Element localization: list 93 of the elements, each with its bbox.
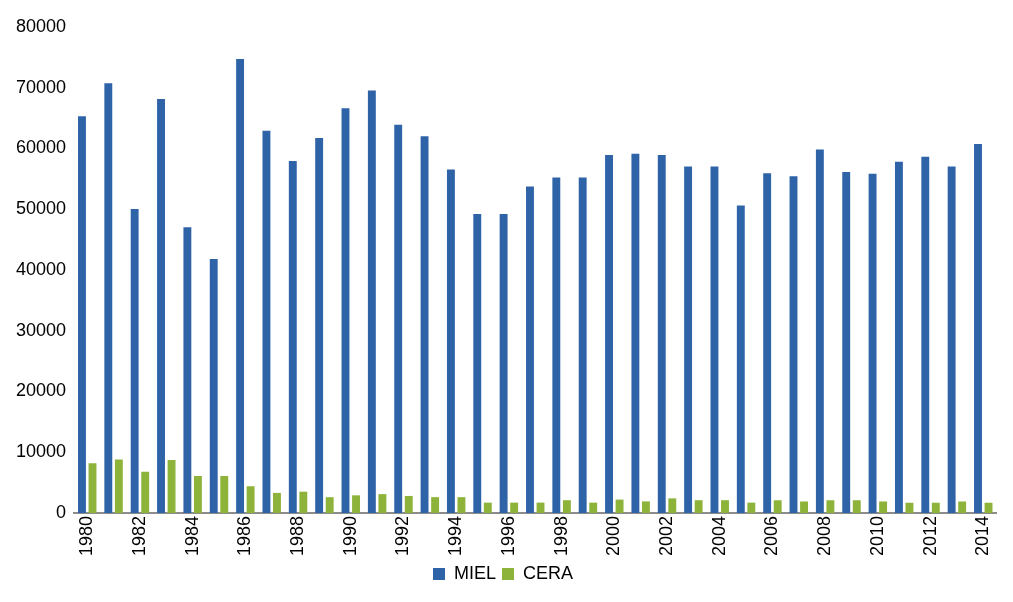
bar <box>562 500 571 513</box>
bar <box>526 186 534 513</box>
bar <box>262 130 271 513</box>
bar <box>958 501 967 513</box>
bar <box>868 173 877 513</box>
bar <box>473 213 482 513</box>
bar <box>763 173 772 513</box>
bar <box>815 149 824 513</box>
x-tick-label: 2012 <box>919 515 940 556</box>
x-tick-label: 2010 <box>866 515 887 556</box>
bar <box>826 500 835 513</box>
bar <box>378 494 387 513</box>
bar <box>404 495 413 513</box>
y-tick-label: 0 <box>56 501 67 522</box>
y-tick-label: 40000 <box>15 258 67 279</box>
y-tick-label: 30000 <box>15 319 67 340</box>
y-tick-label: 20000 <box>15 380 67 401</box>
bar <box>931 502 940 513</box>
x-tick-label: 1990 <box>339 515 360 556</box>
bar <box>299 491 308 513</box>
bar <box>736 205 745 513</box>
bar <box>78 116 86 513</box>
bar <box>974 144 982 513</box>
x-tick-label: 1992 <box>392 515 413 556</box>
x-tick-label: 1998 <box>550 515 571 556</box>
x-tick-label: 2000 <box>603 515 624 556</box>
bar <box>499 213 508 513</box>
bar <box>183 227 192 513</box>
x-tick-label: 1986 <box>234 515 255 556</box>
bar <box>694 500 703 513</box>
bar <box>130 209 139 513</box>
bar <box>325 497 334 513</box>
bar <box>367 90 376 513</box>
bar <box>842 172 851 513</box>
bar <box>589 502 598 513</box>
bar <box>104 83 113 513</box>
bar <box>773 500 782 513</box>
bar <box>684 166 693 513</box>
bar <box>315 138 324 513</box>
x-tick-label: 1988 <box>287 515 308 556</box>
x-tick-label: 1982 <box>128 515 149 556</box>
legend-label: CERA <box>523 562 574 583</box>
bar <box>721 500 729 513</box>
bar <box>446 169 455 513</box>
bar <box>668 498 677 513</box>
bar <box>800 501 809 513</box>
bar <box>193 475 202 513</box>
x-tick-label: 2008 <box>814 515 835 556</box>
x-tick-label: 1996 <box>497 515 518 556</box>
x-tick-label: 1984 <box>181 515 202 556</box>
x-tick-label: 2004 <box>708 515 729 556</box>
y-tick-label: 10000 <box>15 441 67 462</box>
x-tick-label: 2014 <box>972 515 993 556</box>
bar <box>578 177 587 513</box>
bar <box>747 502 756 513</box>
bar <box>710 166 719 513</box>
bar <box>157 99 165 513</box>
bar <box>657 155 666 513</box>
bar <box>288 161 297 513</box>
bar <box>631 153 640 513</box>
bar <box>209 258 218 513</box>
bar <box>167 460 176 513</box>
bar <box>852 500 861 513</box>
bar <box>394 124 403 513</box>
bar <box>552 177 561 513</box>
legend-label: MIEL <box>453 562 496 583</box>
bar <box>615 499 624 513</box>
bar <box>246 486 255 513</box>
bar <box>641 501 650 513</box>
bar <box>921 156 930 513</box>
y-tick-label: 50000 <box>15 198 67 219</box>
bar <box>220 475 229 513</box>
x-tick-label: 2002 <box>655 515 676 556</box>
bar <box>273 492 281 513</box>
x-tick-label: 1980 <box>76 515 97 556</box>
bar <box>236 59 245 513</box>
bar <box>420 136 429 513</box>
bar <box>947 166 956 513</box>
bar <box>352 495 360 513</box>
y-tick-label: 60000 <box>15 137 67 158</box>
x-tick-label: 2006 <box>761 515 782 556</box>
y-tick-label: 70000 <box>15 76 67 97</box>
bar <box>879 501 888 513</box>
y-tick-label: 80000 <box>15 15 67 36</box>
bar <box>605 155 613 513</box>
bar <box>457 497 466 513</box>
x-tick-label: 1994 <box>445 515 466 556</box>
bar <box>141 471 150 513</box>
bar <box>510 502 519 513</box>
bar <box>894 161 903 513</box>
bar <box>431 497 440 513</box>
bar <box>114 459 123 513</box>
bar <box>483 502 492 513</box>
